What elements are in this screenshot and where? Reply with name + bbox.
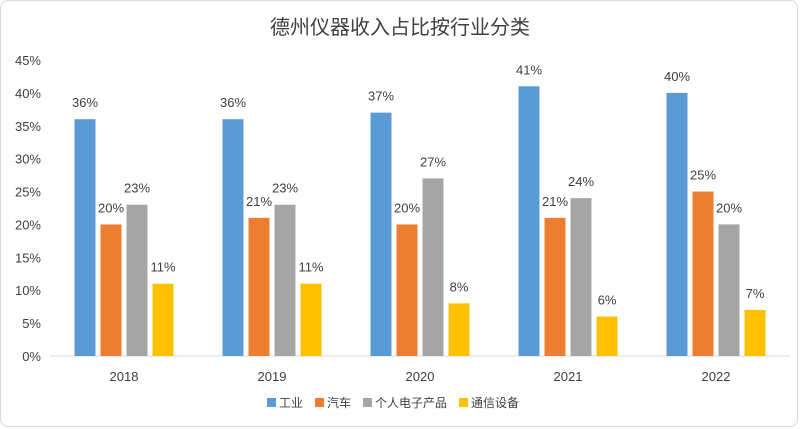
x-axis: 2018 2019 2020 2021 2022 xyxy=(50,355,790,384)
data-label: 36% xyxy=(220,95,246,110)
legend-label: 个人电子产品 xyxy=(375,396,447,410)
data-label: 25% xyxy=(690,168,716,183)
data-label: 20% xyxy=(98,200,124,215)
bar xyxy=(422,178,444,356)
bar xyxy=(152,283,174,356)
bar xyxy=(518,86,540,357)
x-tick-label: 2018 xyxy=(110,369,139,384)
y-tick-label: 25% xyxy=(15,185,41,200)
y-tick-label: 15% xyxy=(15,250,41,265)
y-tick-label: 30% xyxy=(15,152,41,167)
data-label: 23% xyxy=(272,181,298,196)
bar xyxy=(222,119,244,356)
bar xyxy=(448,303,470,356)
bar xyxy=(396,224,418,356)
data-label: 6% xyxy=(598,293,617,308)
data-label: 37% xyxy=(368,89,394,104)
y-tick-label: 5% xyxy=(22,316,41,331)
bar xyxy=(718,224,740,356)
data-label: 23% xyxy=(124,181,150,196)
legend-swatch xyxy=(459,398,469,407)
y-tick-label: 20% xyxy=(15,217,41,232)
y-tick-label: 45% xyxy=(15,53,41,68)
data-label: 24% xyxy=(568,174,594,189)
bar xyxy=(300,283,322,356)
data-label: 36% xyxy=(72,95,98,110)
x-tick-label: 2020 xyxy=(406,369,435,384)
data-labels: 36%20%23%11%36%21%23%11%37%20%27%8%41%21… xyxy=(72,62,765,307)
legend-swatch xyxy=(363,398,373,407)
legend-label: 工业 xyxy=(279,396,303,410)
y-tick-label: 40% xyxy=(15,86,41,101)
chart-title: 德州仪器收入占比按行业分类 xyxy=(270,15,530,39)
x-tick-label: 2019 xyxy=(258,369,287,384)
legend-label: 通信设备 xyxy=(471,396,519,410)
bar xyxy=(570,198,592,356)
legend-swatch xyxy=(267,398,276,407)
bar xyxy=(274,204,296,356)
data-label: 7% xyxy=(746,286,765,301)
data-label: 21% xyxy=(542,194,568,209)
data-label: 8% xyxy=(450,279,469,294)
bar xyxy=(370,112,392,356)
bar xyxy=(248,217,270,356)
bar xyxy=(100,224,122,356)
bar xyxy=(74,119,96,356)
bar xyxy=(666,92,688,356)
data-label: 11% xyxy=(150,260,175,275)
y-axis: 0% 5% 10% 15% 20% 25% 30% 35% 40% 45% xyxy=(15,53,41,364)
bar xyxy=(544,217,566,356)
bar xyxy=(126,204,148,356)
x-tick-label: 2022 xyxy=(702,369,731,384)
data-label: 27% xyxy=(420,154,446,169)
legend-label: 汽车 xyxy=(327,395,351,410)
data-label: 20% xyxy=(716,200,742,215)
x-tick-label: 2021 xyxy=(554,369,583,384)
bars xyxy=(74,86,766,357)
data-label: 20% xyxy=(394,200,420,215)
data-label: 11% xyxy=(298,260,323,275)
bar xyxy=(744,309,766,356)
bar xyxy=(596,316,618,356)
data-label: 40% xyxy=(664,69,690,84)
y-tick-label: 0% xyxy=(22,349,41,364)
bar xyxy=(692,191,714,356)
data-label: 41% xyxy=(516,62,542,77)
legend: 工业 汽车 个人电子产品 通信设备 xyxy=(267,395,519,410)
legend-swatch xyxy=(315,398,325,407)
data-label: 21% xyxy=(246,194,272,209)
y-tick-label: 35% xyxy=(15,119,41,134)
y-tick-label: 10% xyxy=(15,283,41,298)
